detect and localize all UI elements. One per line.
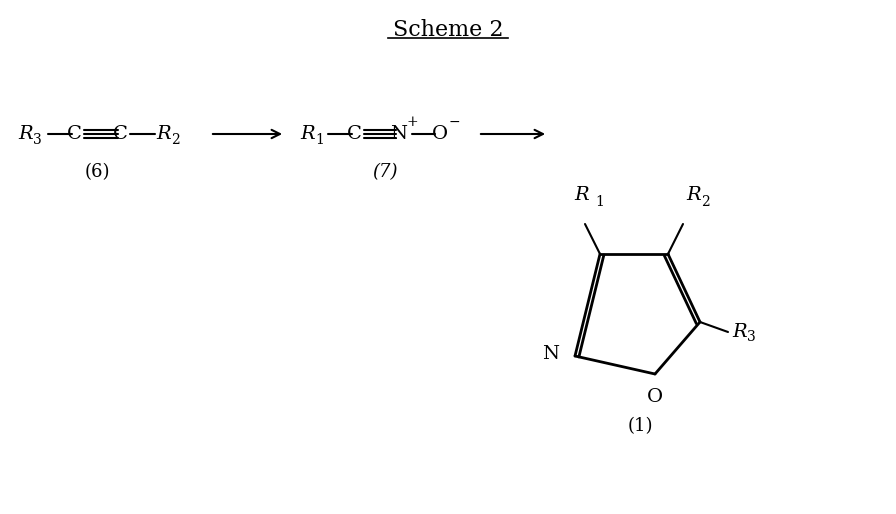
Text: R: R (300, 125, 314, 143)
Text: Scheme 2: Scheme 2 (392, 19, 504, 41)
Text: 1: 1 (595, 195, 604, 209)
Text: R: R (686, 186, 701, 204)
Text: −: − (448, 115, 460, 129)
Text: 3: 3 (747, 330, 755, 344)
Text: R: R (574, 186, 590, 204)
Text: 2: 2 (701, 195, 710, 209)
Text: C: C (66, 125, 82, 143)
Text: (6): (6) (84, 163, 109, 181)
Text: +: + (406, 115, 418, 129)
Text: 3: 3 (33, 133, 42, 147)
Text: (1): (1) (627, 417, 653, 435)
Text: O: O (432, 125, 448, 143)
Text: N: N (542, 345, 559, 363)
Text: R: R (156, 125, 170, 143)
Text: C: C (113, 125, 127, 143)
Text: O: O (647, 388, 663, 406)
Text: 2: 2 (171, 133, 180, 147)
Text: C: C (347, 125, 361, 143)
Text: N: N (391, 125, 408, 143)
Text: R: R (732, 323, 746, 341)
Text: 1: 1 (315, 133, 323, 147)
Text: (7): (7) (372, 163, 398, 181)
Text: R: R (18, 125, 32, 143)
